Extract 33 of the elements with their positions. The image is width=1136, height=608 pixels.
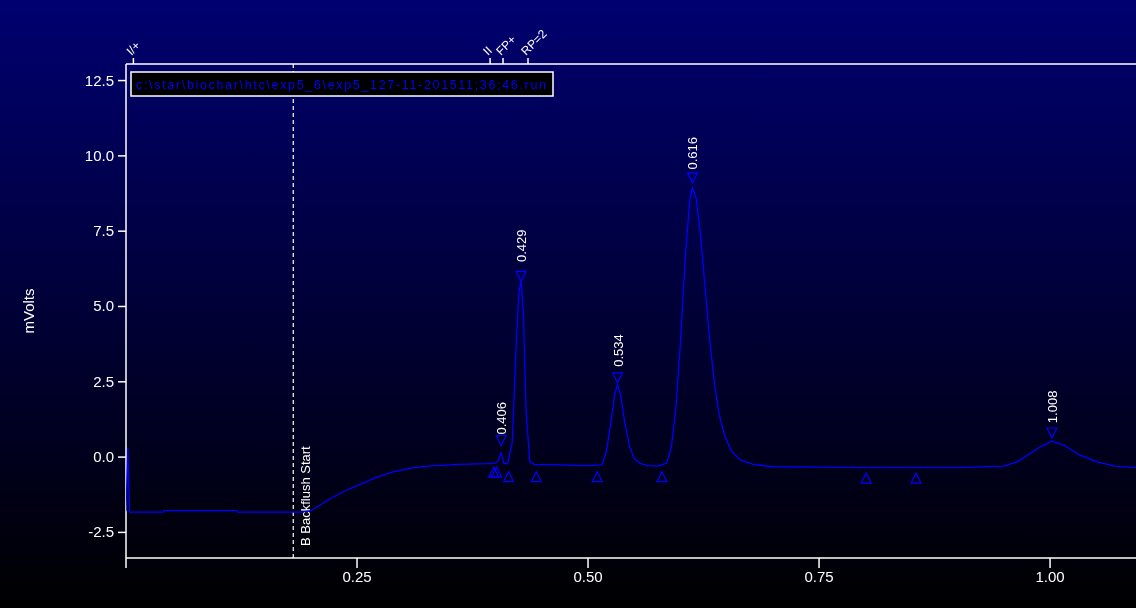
y-tick-label: 7.5 [93, 222, 114, 240]
point [502, 471, 515, 483]
x-tick-label: 0.50 [573, 568, 603, 585]
x-tick-label: 0.75 [804, 568, 834, 585]
x-tick-label: 0.25 [342, 568, 372, 585]
y-tick-label: 5.0 [93, 297, 114, 315]
point [495, 434, 507, 447]
y-tick-label: 12.5 [84, 71, 114, 89]
point [656, 471, 668, 483]
annotation: 0.534 [610, 334, 626, 367]
annotation: c:\star\biochar\htc\exp5_6\exp5_127-11-201511;36;46.run [136, 78, 547, 92]
point [686, 172, 699, 184]
ref-line-label: B Backflush Start [298, 445, 314, 546]
annotation: 1.008 [1044, 390, 1060, 424]
point [910, 472, 922, 484]
y-tick-label: -2.5 [88, 523, 114, 541]
point [1046, 427, 1058, 439]
annotation: 0.616 [685, 136, 701, 170]
point [530, 471, 542, 483]
ref-line-label: I/+ [123, 38, 144, 59]
annotation: 0.406 [494, 402, 510, 435]
y-tick-label: 2.5 [93, 372, 114, 390]
ref-line-label: FP+ [493, 32, 519, 59]
annotation: 0.429 [514, 229, 530, 262]
point [860, 472, 872, 484]
y-tick-label: 0.0 [93, 448, 114, 466]
point [515, 270, 527, 282]
ref-line-label: II [480, 43, 495, 59]
point [591, 471, 603, 483]
x-tick-label: 1.00 [1035, 568, 1065, 585]
y-axis-title: mVolts [20, 288, 37, 334]
y-tick-label: 10.0 [84, 146, 114, 164]
point [612, 372, 624, 384]
